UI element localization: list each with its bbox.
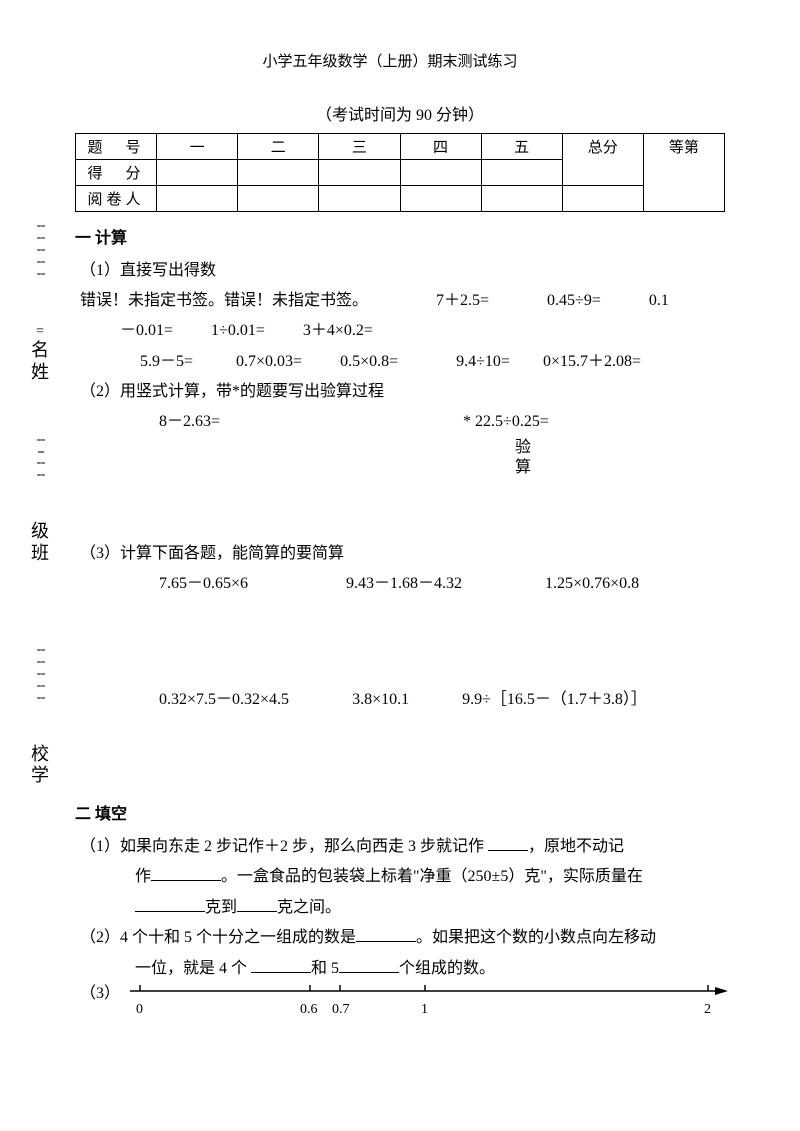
fill-q3: （3） 0 0.6 0.7 1 2 bbox=[80, 984, 725, 1019]
table-cell bbox=[400, 160, 481, 186]
table-cell: 二 bbox=[238, 134, 319, 160]
check-label: 验 算 bbox=[515, 438, 725, 480]
nl-tick-label: 0.6 bbox=[300, 997, 318, 1024]
page-title: 小学五年级数学（上册）期末测试练习 bbox=[55, 50, 725, 71]
q2-text: （2）4 个十和 5 个十分之一组成的数是 bbox=[80, 929, 356, 946]
problem: 7.65－0.65×6 bbox=[159, 575, 248, 592]
table-row: 阅卷人 bbox=[76, 186, 725, 212]
problem: 0.5×0.8= bbox=[340, 353, 398, 370]
error-text: 错误！未指定书签。错误！未指定书签。 bbox=[80, 292, 368, 309]
blank bbox=[237, 896, 277, 912]
table-cell bbox=[481, 186, 562, 212]
nl-tick-label: 2 bbox=[704, 997, 711, 1024]
problem: 0.32×7.5－0.32×4.5 bbox=[159, 691, 289, 708]
fill-q1-line2: 作 。一盒食品的包装袋上标着"净重（250±5）克"，实际质量在 bbox=[135, 862, 725, 892]
calc-line-s3-1: 7.65－0.65×6 9.43－1.68－4.32 1.25×0.76×0.8 bbox=[80, 569, 725, 599]
blank bbox=[339, 957, 399, 973]
table-row: 题 号 一 二 三 四 五 总分 等第 bbox=[76, 134, 725, 160]
table-cell: 题 号 bbox=[76, 134, 157, 160]
problem: 0×15.7＋2.08= bbox=[543, 353, 641, 370]
table-cell: 一 bbox=[157, 134, 238, 160]
table-cell bbox=[562, 186, 643, 212]
q1-text: 作 bbox=[135, 868, 151, 885]
blank bbox=[356, 926, 416, 942]
blank bbox=[135, 896, 205, 912]
nl-tick-label: 1 bbox=[421, 997, 428, 1024]
problem: 3.8×10.1 bbox=[352, 691, 409, 708]
table-cell bbox=[238, 160, 319, 186]
side-class-label: 级 班 bbox=[25, 521, 55, 564]
q2-text: 。如果把这个数的小数点向左移动 bbox=[416, 929, 656, 946]
sub-1-3: （3）计算下面各题，能简算的要简算 bbox=[80, 539, 725, 563]
table-cell: 等第 bbox=[643, 134, 724, 212]
problem: －0.01= bbox=[120, 322, 173, 339]
problem: 5.9－5= bbox=[140, 353, 193, 370]
table-cell bbox=[319, 160, 400, 186]
section-2-header: 二 填空 bbox=[75, 800, 725, 824]
sub-1-1: （1）直接写出得数 bbox=[80, 256, 725, 280]
check-char: 验 bbox=[515, 439, 531, 456]
table-cell: 得 分 bbox=[76, 160, 157, 186]
table-cell: 三 bbox=[319, 134, 400, 160]
fill-q1-line3: 克到 克之间。 bbox=[135, 893, 725, 923]
nl-tick-label: 0.7 bbox=[332, 997, 350, 1024]
dash-group-1: - - - - - - - - - - bbox=[25, 220, 55, 279]
q1-text: 克到 bbox=[205, 899, 237, 916]
table-cell: 四 bbox=[400, 134, 481, 160]
problem: 3＋4×0.2= bbox=[303, 322, 373, 339]
calc-line-2: －0.01= 1÷0.01= 3＋4×0.2= bbox=[120, 316, 725, 346]
section-1-header: 一 计算 bbox=[75, 224, 725, 248]
fill-q1-line1: （1）如果向东走 2 步记作＋2 步，那么向西走 3 步就记作 ，原地不动记 bbox=[80, 832, 725, 862]
table-cell: 总分 bbox=[562, 134, 643, 186]
problem: 0.7×0.03= bbox=[236, 353, 302, 370]
score-table: 题 号 一 二 三 四 五 总分 等第 得 分 阅卷人 bbox=[75, 133, 725, 212]
nl-tick-label: 0 bbox=[136, 997, 143, 1024]
calc-line-1: 错误！未指定书签。错误！未指定书签。 7＋2.5= 0.45÷9= 0.1 bbox=[80, 286, 725, 316]
table-cell bbox=[238, 186, 319, 212]
side-school-label: 校 学 bbox=[25, 744, 55, 787]
table-cell bbox=[319, 186, 400, 212]
blank bbox=[488, 835, 528, 851]
problem: 9.4÷10= bbox=[456, 353, 510, 370]
side-labels: - - - - - - - - - - =名 姓 - - -- - - - - … bbox=[25, 220, 55, 837]
dash-group-2: - - -- - - - - bbox=[25, 434, 55, 482]
q2-text: 一位，就是 4 个 bbox=[135, 960, 251, 977]
calc-line-s3-2: 0.32×7.5－0.32×4.5 3.8×10.1 9.9÷［16.5－（1.… bbox=[80, 685, 725, 715]
table-cell bbox=[481, 160, 562, 186]
table-cell: 五 bbox=[481, 134, 562, 160]
q2-text: 和 5 bbox=[311, 960, 339, 977]
table-cell bbox=[400, 186, 481, 212]
problem: 1÷0.01= bbox=[211, 322, 265, 339]
q1-text: （1）如果向东走 2 步记作＋2 步，那么向西走 3 步就记作 bbox=[80, 838, 488, 855]
problem: 0.45÷9= bbox=[547, 292, 601, 309]
q1-text: 。一盒食品的包装袋上标着"净重（250±5）克"，实际质量在 bbox=[221, 868, 643, 885]
table-cell bbox=[157, 160, 238, 186]
problem: 9.43－1.68－4.32 bbox=[346, 575, 462, 592]
dash-group-3: - - - - - - - - - - bbox=[25, 644, 55, 703]
problem: 7＋2.5= bbox=[436, 292, 489, 309]
calc-line-3: 5.9－5= 0.7×0.03= 0.5×0.8= 9.4÷10= 0×15.7… bbox=[140, 347, 725, 377]
table-cell: 阅卷人 bbox=[76, 186, 157, 212]
blank bbox=[251, 957, 311, 973]
number-line: 0 0.6 0.7 1 2 bbox=[130, 979, 730, 1019]
calc-line-vert: 8－2.63= * 22.5÷0.25= bbox=[80, 407, 725, 437]
problem: 1.25×0.76×0.8 bbox=[545, 575, 639, 592]
problem: 0.1 bbox=[649, 292, 669, 309]
q3-label: （3） bbox=[80, 979, 120, 1009]
sub-1-2: （2）用竖式计算，带*的题要写出验算过程 bbox=[80, 377, 725, 401]
check-char: 算 bbox=[515, 459, 531, 476]
problem: 8－2.63= bbox=[159, 413, 220, 430]
side-name-label: =名 姓 bbox=[25, 319, 55, 383]
number-line-svg bbox=[130, 979, 730, 1019]
q1-text: 克之间。 bbox=[277, 899, 341, 916]
q1-text: ，原地不动记 bbox=[528, 838, 624, 855]
q2-text: 个组成的数。 bbox=[399, 960, 495, 977]
blank bbox=[151, 865, 221, 881]
exam-time: （考试时间为 90 分钟） bbox=[75, 101, 725, 125]
problem: 9.9÷［16.5－（1.7＋3.8）］ bbox=[462, 691, 647, 708]
problem: * 22.5÷0.25= bbox=[463, 413, 549, 430]
table-cell bbox=[157, 186, 238, 212]
fill-q2-line1: （2）4 个十和 5 个十分之一组成的数是 。如果把这个数的小数点向左移动 bbox=[80, 923, 725, 953]
